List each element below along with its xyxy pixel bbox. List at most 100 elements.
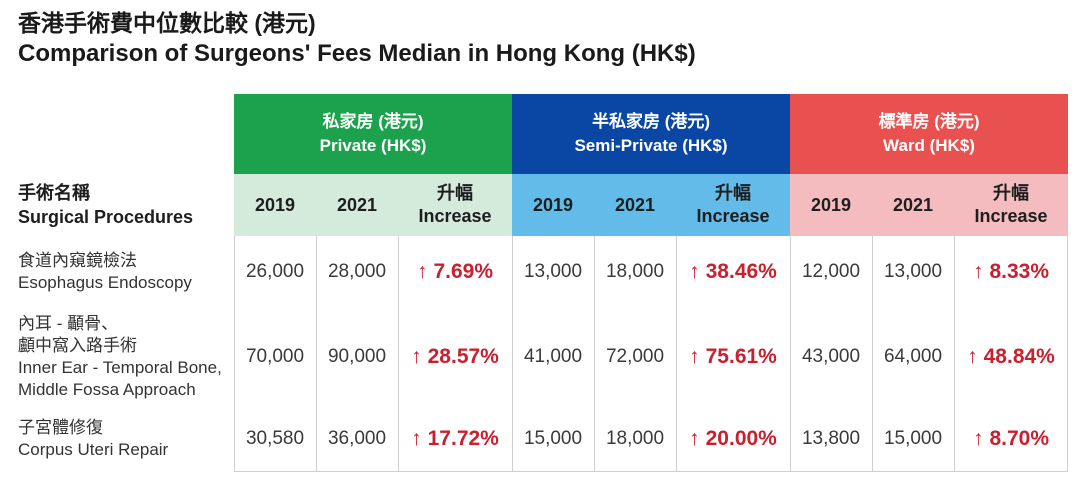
table-cell-semi-increase: ↑ 75.61%	[676, 308, 790, 406]
year-label: 2019	[254, 194, 296, 215]
procedure-label: 子宮體修復 Corpus Uteri Repair	[0, 406, 234, 472]
increase-value: 48.84%	[983, 345, 1055, 368]
up-arrow-icon: ↑	[689, 427, 700, 450]
table-cell-semi-2019: 15,000	[523, 428, 583, 449]
table-cell-semi-2021: 72,000	[605, 346, 665, 367]
year-label: 2021	[614, 194, 656, 215]
grid-line	[594, 236, 595, 472]
table-cell-private-2019: 30,580	[245, 428, 305, 449]
table-cell-semi-2021: 18,000	[605, 428, 665, 449]
private-2021-header: 2021	[316, 174, 398, 236]
increase-label-zh: 升幅	[437, 183, 473, 203]
increase-label-zh: 升幅	[993, 183, 1029, 203]
table-cell-private-increase: ↑ 28.57%	[398, 308, 512, 406]
increase-label-zh: 升幅	[715, 183, 751, 203]
year-label: 2019	[810, 194, 852, 215]
increase-value: 8.33%	[989, 260, 1050, 283]
procedure-column-header: 手術名稱 Surgical Procedures	[0, 174, 234, 236]
grid-line	[872, 236, 873, 472]
table-cell-ward-2019: 12,000	[801, 261, 861, 282]
up-arrow-icon: ↑	[972, 260, 984, 283]
grid-line	[676, 236, 677, 472]
table-cell-ward-increase: ↑ 8.33%	[954, 236, 1068, 308]
grid-line	[954, 236, 955, 472]
group-private-en: Private (HK$)	[319, 136, 427, 155]
table-cell-semi-2019: 41,000	[523, 346, 583, 367]
procedure-header-en: Surgical Procedures	[18, 207, 194, 227]
up-arrow-icon: ↑	[689, 260, 700, 283]
table-cell-private-2021: 36,000	[327, 428, 387, 449]
year-label: 2019	[532, 194, 574, 215]
up-arrow-icon: ↑	[972, 427, 984, 450]
group-header-private: 私家房 (港元) Private (HK$)	[234, 94, 512, 174]
procedure-header-zh: 手術名稱	[18, 183, 90, 203]
table-cell-private-2021: 28,000	[327, 261, 387, 282]
table-cell-ward-2019: 13,800	[801, 428, 861, 449]
ward-increase-header: 升幅 Increase	[954, 174, 1068, 236]
grid-line	[790, 236, 791, 472]
semi-2019-header: 2019	[512, 174, 594, 236]
up-arrow-icon: ↑	[689, 345, 700, 368]
table-cell-semi-increase: ↑ 38.46%	[676, 236, 790, 308]
grid-line	[512, 236, 513, 472]
procedure-label: 食道內窺鏡檢法 Esophagus Endoscopy	[0, 236, 234, 308]
grid-line	[398, 236, 399, 472]
table-cell-semi-increase: ↑ 20.00%	[676, 406, 790, 472]
group-header-ward: 標準房 (港元) Ward (HK$)	[790, 94, 1068, 174]
up-arrow-icon: ↑	[967, 345, 978, 368]
increase-value: 20.00%	[705, 427, 777, 450]
grid-line	[1067, 236, 1068, 472]
ward-2021-header: 2021	[872, 174, 954, 236]
procedure-line: Inner Ear - Temporal Bone,	[18, 358, 222, 377]
table-cell-ward-2021: 64,000	[883, 346, 943, 367]
increase-label-en: Increase	[696, 206, 770, 226]
grid-line	[234, 236, 235, 472]
table-cell-private-2019: 70,000	[245, 346, 305, 367]
increase-value: 17.72%	[427, 427, 499, 450]
up-arrow-icon: ↑	[411, 345, 422, 368]
table-cell-ward-increase: ↑ 8.70%	[954, 406, 1068, 472]
table-cell-semi-2021: 18,000	[605, 261, 665, 282]
table-cell-ward-2021: 13,000	[883, 261, 943, 282]
ward-2019-header: 2019	[790, 174, 872, 236]
year-label: 2021	[336, 194, 378, 215]
increase-label-en: Increase	[974, 206, 1048, 226]
grid-line	[234, 471, 1068, 472]
procedure-line: 食道內窺鏡檢法	[18, 251, 137, 270]
year-label: 2021	[892, 194, 934, 215]
increase-value: 7.69%	[433, 260, 494, 283]
procedure-line: 子宮體修復	[18, 418, 103, 437]
group-semi-zh: 半私家房 (港元)	[591, 112, 711, 131]
grid-line	[316, 236, 317, 472]
table-cell-private-2019: 26,000	[245, 261, 305, 282]
procedure-line: Corpus Uteri Repair	[18, 440, 169, 459]
title-chinese: 香港手術費中位數比較 (港元)	[18, 10, 316, 36]
procedure-line: 內耳 - 顳骨、	[18, 314, 119, 333]
increase-value: 28.57%	[427, 345, 499, 368]
procedure-line: Esophagus Endoscopy	[18, 273, 192, 292]
increase-value: 38.46%	[705, 260, 777, 283]
private-2019-header: 2019	[234, 174, 316, 236]
procedure-line: 顱中窩入路手術	[18, 336, 137, 355]
procedure-line: Middle Fossa Approach	[18, 380, 196, 399]
table-cell-private-2021: 90,000	[327, 346, 387, 367]
procedure-label: 內耳 - 顳骨、 顱中窩入路手術 Inner Ear - Temporal Bo…	[0, 308, 234, 406]
group-ward-zh: 標準房 (港元)	[878, 112, 980, 131]
table-cell-ward-increase: ↑ 48.84%	[954, 308, 1068, 406]
up-arrow-icon: ↑	[416, 260, 428, 283]
table-cell-ward-2019: 43,000	[801, 346, 861, 367]
table-cell-private-increase: ↑ 7.69%	[398, 236, 512, 308]
chart-title: 香港手術費中位數比較 (港元) Comparison of Surgeons' …	[18, 8, 696, 70]
semi-2021-header: 2021	[594, 174, 676, 236]
semi-increase-header: 升幅 Increase	[676, 174, 790, 236]
group-header-semi-private: 半私家房 (港元) Semi-Private (HK$)	[512, 94, 790, 174]
table-cell-private-increase: ↑ 17.72%	[398, 406, 512, 472]
title-english: Comparison of Surgeons' Fees Median in H…	[18, 40, 696, 67]
table-cell-ward-2021: 15,000	[883, 428, 943, 449]
increase-value: 8.70%	[989, 427, 1050, 450]
group-semi-en: Semi-Private (HK$)	[574, 136, 728, 155]
increase-label-en: Increase	[418, 206, 492, 226]
increase-value: 75.61%	[705, 345, 777, 368]
table-cell-semi-2019: 13,000	[523, 261, 583, 282]
